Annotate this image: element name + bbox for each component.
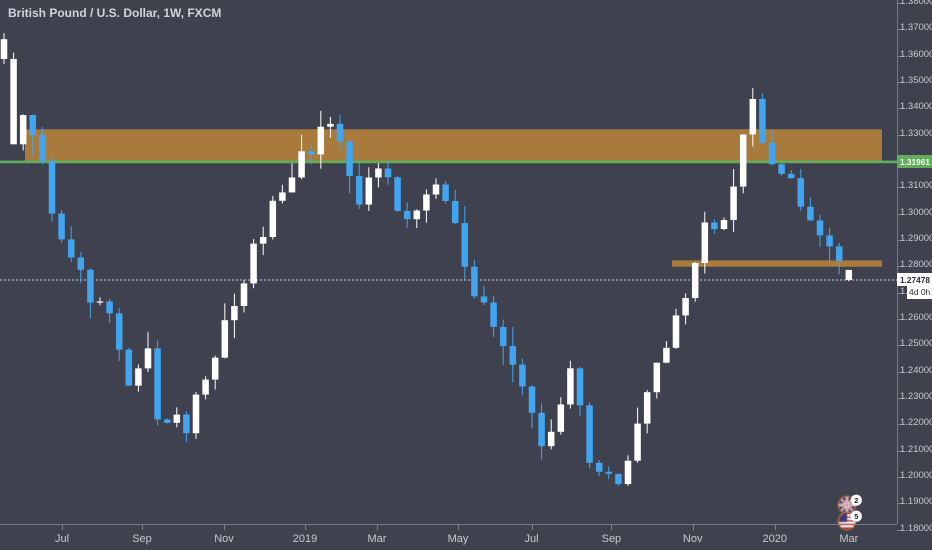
svg-text:2: 2 — [854, 496, 858, 505]
svg-text:5: 5 — [854, 512, 858, 521]
